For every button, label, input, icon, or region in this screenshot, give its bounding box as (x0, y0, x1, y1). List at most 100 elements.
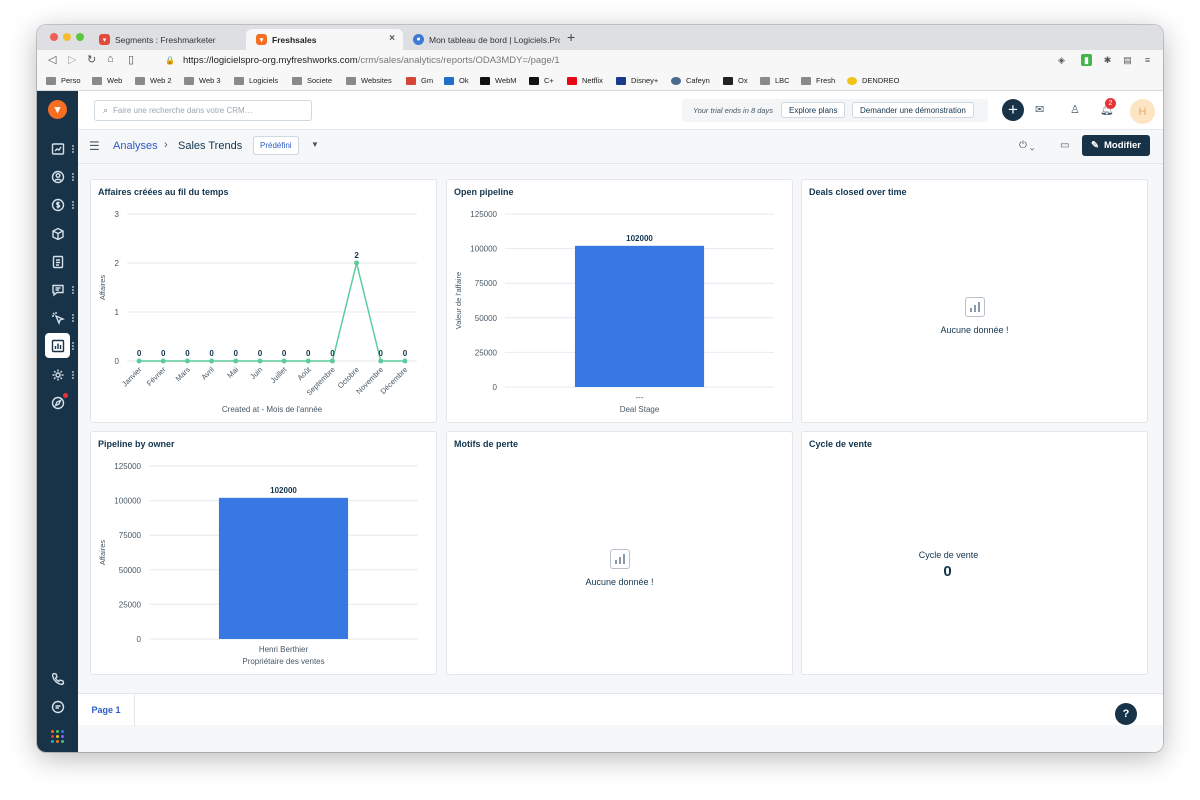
no-data-placeholder: Aucune donnée ! (447, 549, 792, 587)
card-deals-closed-over-time: Deals closed over time Aucune donnée ! (801, 179, 1148, 423)
bookmark-folder[interactable]: Websites (346, 76, 392, 85)
explore-plans-button[interactable]: Explore plans (781, 102, 846, 118)
sidebar-more-icon[interactable] (72, 145, 74, 153)
sidebar-more-icon[interactable] (72, 371, 74, 379)
sidebar-documents-icon[interactable] (50, 254, 65, 269)
metric-value: 0 (943, 563, 952, 580)
address-bar[interactable]: 🔒 https://logicielspro-org.myfreshworks.… (165, 52, 1045, 69)
x-tick-label: Août (295, 364, 313, 382)
bookmark-folder[interactable]: Perso (46, 76, 81, 85)
new-tab-icon[interactable]: + (567, 29, 576, 45)
request-demo-button[interactable]: Demander une démonstration (852, 102, 974, 118)
close-window-button[interactable] (50, 33, 58, 41)
sidebar-more-icon[interactable] (72, 286, 74, 294)
export-options-icon[interactable]: ⏻ ⌄ (1019, 140, 1035, 151)
data-label: 0 (234, 349, 239, 358)
folder-icon (135, 76, 145, 85)
bookmark-folder[interactable]: Web (92, 76, 122, 85)
bookmark-link[interactable]: Cafeyn (671, 76, 710, 85)
sidebar-dashboard-icon[interactable] (50, 141, 65, 156)
bookmark-link[interactable]: DENDREO (847, 76, 900, 85)
brave-shield-icon[interactable]: ◈ (1058, 54, 1065, 65)
bookmark-link[interactable]: Disney+ (616, 76, 658, 85)
sidebar-explore-icon[interactable] (50, 395, 65, 410)
sidebar-more-icon[interactable] (72, 342, 74, 350)
modify-button[interactable]: ✎ Modifier (1082, 135, 1150, 156)
back-icon[interactable]: ◁ (48, 54, 57, 66)
data-point (160, 358, 166, 364)
data-label: 102000 (270, 486, 297, 495)
trial-banner: Your trial ends in 8 days Explore plans … (682, 99, 988, 122)
x-tick-label: Février (145, 365, 168, 388)
x-tick-label: --- (636, 393, 644, 402)
bookmark-folder[interactable]: Fresh (801, 76, 835, 85)
reload-icon[interactable]: ↻ (87, 54, 97, 66)
sidebar-analytics-icon[interactable] (45, 333, 70, 358)
zoom-window-button[interactable] (76, 33, 84, 41)
sidebar-products-icon[interactable] (50, 226, 65, 241)
bookmark-folder[interactable]: Web 2 (135, 76, 172, 85)
bookmark-link[interactable]: Netflix (567, 76, 603, 85)
mail-icon[interactable]: ✉ (1035, 104, 1045, 116)
freshsales-favicon-icon: ▾ (256, 34, 267, 45)
browser-tab[interactable]: ▾ Segments : Freshmarketer (89, 29, 246, 50)
page-tab-1[interactable]: Page 1 (78, 694, 135, 726)
sidebar-settings-icon[interactable] (50, 367, 65, 382)
sidebar-more-icon[interactable] (72, 173, 74, 181)
sidebar-more-icon[interactable] (72, 314, 74, 322)
browser-tab[interactable]: ● Mon tableau de bord | Logiciels.Pro (403, 29, 560, 50)
bookmark-link[interactable]: Ok (444, 76, 469, 85)
bookmark-folder[interactable]: Societe (292, 76, 332, 85)
x-tick-label: Mars (174, 365, 192, 383)
y-tick-label: 25000 (119, 600, 142, 609)
bookmark-link[interactable]: Gm (406, 76, 433, 85)
sidebar-conversations-icon[interactable] (50, 282, 65, 297)
user-avatar[interactable]: H (1130, 99, 1155, 124)
sidebar-phone-icon[interactable] (50, 671, 65, 686)
freshsales-logo-icon[interactable]: ▾ (48, 100, 67, 119)
freddy-ai-icon[interactable]: ♙ (1070, 104, 1080, 116)
forward-icon[interactable]: ▷ (68, 54, 77, 66)
sidebar-more-icon[interactable] (72, 201, 74, 209)
data-point (305, 358, 311, 364)
no-data-label: Aucune donnée ! (940, 325, 1009, 335)
extension-green-icon[interactable]: ▮ (1081, 54, 1092, 66)
chevron-right-icon: › (164, 139, 168, 151)
sidebar-toggle-icon[interactable]: ▤ (1123, 54, 1132, 65)
bookmark-folder[interactable]: Web 3 (184, 76, 221, 85)
bookmark-label: Web 2 (150, 76, 172, 85)
help-button[interactable]: ? (1115, 703, 1137, 725)
bookmark-icon[interactable]: ▯ (128, 54, 135, 66)
hamburger-menu-icon[interactable]: ☰ (89, 139, 100, 153)
bookmark-link[interactable]: Ox (723, 76, 748, 85)
app-switcher-icon[interactable] (51, 730, 64, 743)
close-tab-icon[interactable]: × (389, 33, 395, 44)
minimize-window-button[interactable] (63, 33, 71, 41)
card-open-pipeline: Open pipeline 0 25000 50000 75000 100000 1250… (446, 179, 793, 423)
bar (218, 497, 349, 639)
browser-tab-active[interactable]: ▾ Freshsales × (246, 29, 403, 50)
present-mode-icon[interactable]: ▭ (1060, 140, 1070, 151)
extensions-puzzle-icon[interactable]: ✱ (1103, 54, 1112, 65)
home-icon[interactable]: ⌂ (107, 53, 114, 65)
quick-add-button[interactable]: + (1002, 99, 1024, 121)
card-title: Open pipeline (454, 187, 514, 197)
bookmark-folder[interactable]: Logiciels (234, 76, 278, 85)
sidebar-deals-icon[interactable] (50, 197, 65, 212)
sidebar-automation-icon[interactable] (50, 310, 65, 325)
cafeyn-icon (671, 76, 681, 85)
sidebar-chat-icon[interactable] (50, 699, 65, 714)
bookmark-folder[interactable]: LBC (760, 76, 790, 85)
bookmark-link[interactable]: WebM (480, 76, 517, 85)
pencil-icon: ✎ (1091, 140, 1099, 151)
breadcrumb-analyses[interactable]: Analyses (113, 140, 158, 152)
browser-menu-icon[interactable]: ≡ (1144, 55, 1151, 65)
bookmark-link[interactable]: C+ (529, 76, 554, 85)
report-pages-footer: Page 1 (78, 693, 1163, 726)
search-input[interactable]: ⌕ Faire une recherche dans votre CRM… (94, 100, 312, 121)
sidebar-contacts-icon[interactable] (50, 169, 65, 184)
netflix-icon (567, 76, 577, 85)
report-dropdown-chevron-icon[interactable]: ▼ (311, 140, 319, 149)
bookmark-label: Fresh (816, 76, 836, 85)
no-data-placeholder: Aucune donnée ! (802, 297, 1147, 335)
